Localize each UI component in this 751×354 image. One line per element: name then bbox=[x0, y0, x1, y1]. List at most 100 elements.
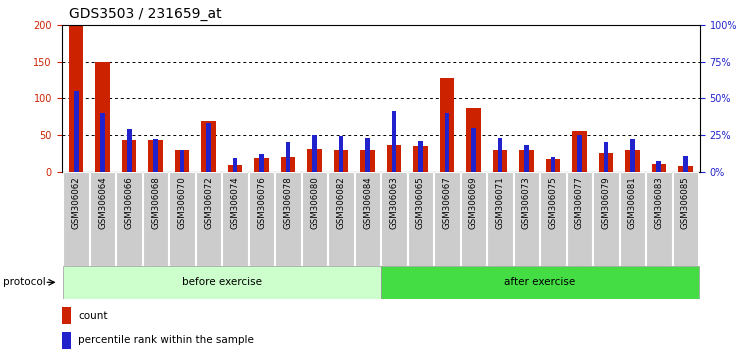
Text: GSM306074: GSM306074 bbox=[231, 176, 240, 229]
Text: GSM306084: GSM306084 bbox=[363, 176, 372, 229]
Bar bbox=[201, 121, 216, 172]
Bar bbox=[487, 172, 513, 266]
Text: GSM306072: GSM306072 bbox=[204, 176, 213, 229]
Bar bbox=[281, 157, 295, 172]
Bar bbox=[276, 172, 300, 266]
Bar bbox=[546, 159, 560, 172]
Bar bbox=[179, 150, 185, 172]
Bar bbox=[127, 129, 131, 172]
Text: GSM306065: GSM306065 bbox=[416, 176, 425, 229]
Text: GSM306071: GSM306071 bbox=[496, 176, 505, 229]
Text: count: count bbox=[78, 310, 107, 321]
Bar bbox=[434, 172, 460, 266]
Bar bbox=[62, 332, 71, 348]
Bar bbox=[493, 150, 507, 172]
Bar bbox=[620, 172, 645, 266]
Bar bbox=[95, 62, 110, 172]
Text: before exercise: before exercise bbox=[182, 277, 262, 287]
Text: GDS3503 / 231659_at: GDS3503 / 231659_at bbox=[69, 7, 222, 21]
Bar bbox=[90, 172, 116, 266]
Bar bbox=[445, 113, 449, 172]
Bar bbox=[471, 127, 476, 172]
Text: GSM306066: GSM306066 bbox=[125, 176, 134, 229]
Text: GSM306085: GSM306085 bbox=[681, 176, 690, 229]
Bar bbox=[413, 146, 428, 172]
Bar bbox=[466, 108, 481, 172]
Text: GSM306081: GSM306081 bbox=[628, 176, 637, 229]
Bar bbox=[604, 142, 608, 172]
Bar bbox=[461, 172, 486, 266]
Bar bbox=[328, 172, 354, 266]
Bar bbox=[577, 135, 582, 172]
Bar bbox=[285, 142, 291, 172]
Text: GSM306082: GSM306082 bbox=[336, 176, 345, 229]
Bar bbox=[381, 266, 698, 299]
Text: GSM306068: GSM306068 bbox=[151, 176, 160, 229]
Text: GSM306077: GSM306077 bbox=[575, 176, 584, 229]
Bar bbox=[207, 123, 211, 172]
Text: GSM306078: GSM306078 bbox=[284, 176, 293, 229]
Bar bbox=[228, 165, 243, 172]
Bar bbox=[408, 172, 433, 266]
Bar bbox=[550, 157, 555, 172]
Text: GSM306079: GSM306079 bbox=[602, 176, 611, 229]
Bar bbox=[63, 172, 89, 266]
Bar bbox=[360, 150, 375, 172]
Bar bbox=[519, 150, 534, 172]
Bar bbox=[567, 172, 592, 266]
Bar bbox=[354, 172, 380, 266]
Text: after exercise: after exercise bbox=[504, 277, 575, 287]
Bar bbox=[683, 155, 688, 172]
Bar bbox=[100, 113, 105, 172]
Bar bbox=[339, 136, 343, 172]
Bar bbox=[540, 172, 566, 266]
Text: percentile rank within the sample: percentile rank within the sample bbox=[78, 335, 254, 345]
Bar bbox=[391, 112, 397, 172]
Bar bbox=[673, 172, 698, 266]
Bar bbox=[74, 91, 79, 172]
Bar bbox=[170, 172, 195, 266]
Text: GSM306063: GSM306063 bbox=[390, 176, 399, 229]
Bar bbox=[259, 154, 264, 172]
Bar bbox=[418, 141, 423, 172]
Bar bbox=[333, 150, 348, 172]
Bar bbox=[63, 266, 381, 299]
Text: GSM306073: GSM306073 bbox=[522, 176, 531, 229]
Bar bbox=[255, 159, 269, 172]
Bar bbox=[233, 159, 237, 172]
Bar bbox=[153, 139, 158, 172]
Bar bbox=[249, 172, 274, 266]
Text: GSM306080: GSM306080 bbox=[310, 176, 319, 229]
Bar bbox=[572, 131, 587, 172]
Bar bbox=[116, 172, 142, 266]
Bar bbox=[196, 172, 222, 266]
Bar bbox=[646, 172, 671, 266]
Bar bbox=[652, 164, 666, 172]
Text: GSM306083: GSM306083 bbox=[654, 176, 663, 229]
Bar bbox=[656, 161, 662, 172]
Text: GSM306070: GSM306070 bbox=[177, 176, 186, 229]
Text: GSM306069: GSM306069 bbox=[469, 176, 478, 229]
Bar bbox=[678, 166, 692, 172]
Bar bbox=[439, 78, 454, 172]
Text: GSM306067: GSM306067 bbox=[442, 176, 451, 229]
Bar bbox=[599, 153, 613, 172]
Bar bbox=[498, 138, 502, 172]
Bar bbox=[524, 145, 529, 172]
Bar bbox=[307, 149, 322, 172]
Text: GSM306062: GSM306062 bbox=[71, 176, 80, 229]
Bar bbox=[312, 135, 317, 172]
Bar bbox=[514, 172, 539, 266]
Text: GSM306075: GSM306075 bbox=[548, 176, 557, 229]
Bar bbox=[365, 138, 370, 172]
Text: GSM306076: GSM306076 bbox=[257, 176, 266, 229]
Bar bbox=[62, 307, 71, 324]
Bar bbox=[593, 172, 619, 266]
Text: GSM306064: GSM306064 bbox=[98, 176, 107, 229]
Bar bbox=[387, 144, 401, 172]
Bar bbox=[122, 140, 137, 172]
Bar bbox=[69, 25, 83, 172]
Bar bbox=[382, 172, 407, 266]
Bar bbox=[222, 172, 248, 266]
Bar bbox=[175, 150, 189, 172]
